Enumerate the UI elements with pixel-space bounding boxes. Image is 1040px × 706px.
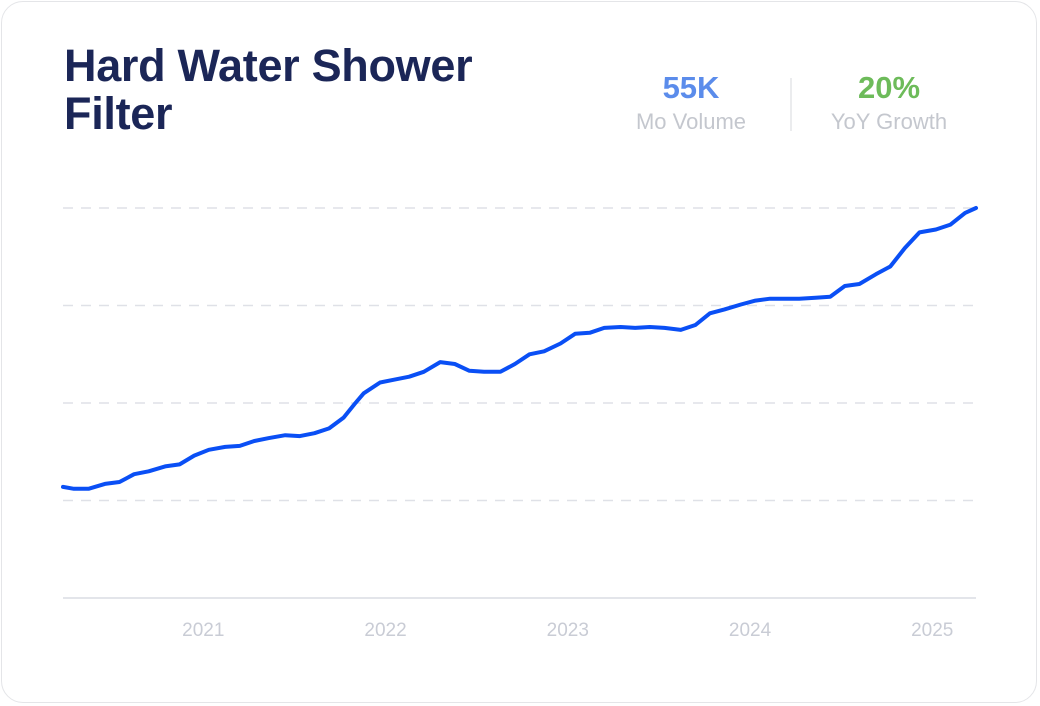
chart-title: Hard Water Shower Filter [64,40,473,139]
stat-value: 20% [858,70,920,105]
x-tick-label: 2021 [182,620,224,641]
x-tick-label: 2024 [729,620,772,641]
x-tick-label: 2022 [364,620,406,641]
stat-value: 55K [663,70,720,105]
x-tick-label: 2025 [911,620,953,641]
stat-label: Mo Volume [636,109,746,134]
trend-line [61,206,978,491]
stat-label: YoY Growth [831,109,947,134]
x-tick-label: 2023 [547,620,589,641]
